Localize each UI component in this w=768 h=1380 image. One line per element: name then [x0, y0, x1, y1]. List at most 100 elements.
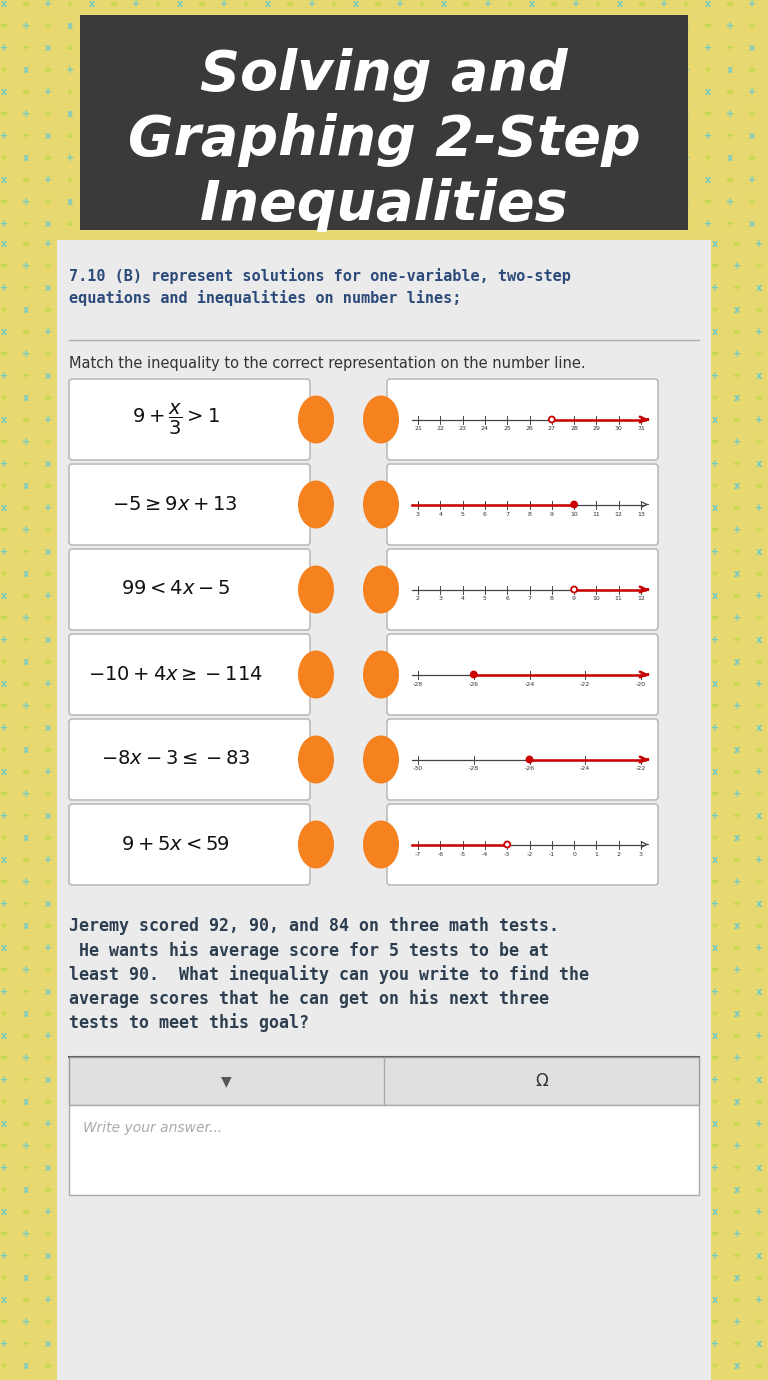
Text: ÷: ÷ [711, 745, 719, 755]
Text: +: + [726, 197, 734, 207]
Text: x: x [756, 635, 762, 644]
Text: -26: -26 [468, 682, 478, 686]
Text: +: + [682, 153, 690, 163]
Text: +: + [733, 1230, 741, 1239]
Text: =: = [44, 1009, 52, 1018]
Text: =: = [176, 197, 184, 207]
Text: +: + [110, 197, 118, 207]
Text: ÷: ÷ [22, 723, 30, 733]
Text: =: = [154, 219, 162, 229]
Text: x: x [45, 1252, 51, 1261]
Text: $-8x-3\leq-83$: $-8x-3\leq-83$ [101, 751, 250, 769]
FancyBboxPatch shape [387, 549, 658, 631]
Text: +: + [755, 327, 763, 337]
Text: 9: 9 [550, 512, 554, 516]
Text: +: + [733, 261, 741, 270]
Text: =: = [726, 175, 734, 185]
Text: ÷: ÷ [638, 219, 646, 229]
Text: +: + [0, 635, 8, 644]
Circle shape [505, 842, 510, 847]
Text: =: = [0, 701, 8, 711]
Text: x: x [45, 219, 51, 229]
Text: +: + [44, 591, 52, 602]
Text: x: x [756, 1163, 762, 1173]
Text: ÷: ÷ [711, 657, 719, 667]
Text: ÷: ÷ [44, 965, 52, 976]
Text: +: + [733, 437, 741, 447]
Text: =: = [0, 878, 8, 887]
Text: =: = [594, 43, 602, 52]
Text: x: x [67, 21, 73, 30]
Text: +: + [572, 0, 580, 10]
Text: x: x [507, 197, 513, 207]
Text: ÷: ÷ [550, 219, 558, 229]
Text: x: x [221, 131, 227, 141]
Ellipse shape [298, 396, 334, 443]
Text: +: + [528, 43, 536, 52]
Text: ÷: ÷ [22, 1075, 30, 1085]
Text: =: = [733, 502, 741, 513]
Text: ÷: ÷ [572, 197, 580, 207]
Text: =: = [550, 175, 558, 185]
Text: +: + [0, 987, 8, 996]
Text: ÷: ÷ [550, 43, 558, 52]
Text: x: x [734, 569, 740, 580]
Text: =: = [462, 0, 470, 10]
Text: x: x [309, 43, 315, 52]
Text: x: x [265, 87, 271, 97]
Text: ÷: ÷ [88, 65, 96, 75]
Text: +: + [66, 65, 74, 75]
Text: -28: -28 [468, 766, 478, 771]
Text: =: = [755, 393, 763, 403]
Text: =: = [711, 1053, 719, 1063]
Text: x: x [756, 1075, 762, 1085]
Text: x: x [712, 415, 718, 425]
Text: x: x [353, 87, 359, 97]
Text: =: = [44, 569, 52, 580]
Text: ÷: ÷ [242, 87, 250, 97]
Text: x: x [221, 43, 227, 52]
Text: ÷: ÷ [330, 87, 338, 97]
Text: +: + [528, 219, 536, 229]
Text: =: = [0, 1141, 8, 1151]
Text: ÷: ÷ [660, 109, 668, 119]
Text: =: = [66, 219, 74, 229]
Text: +: + [264, 131, 272, 141]
Text: +: + [22, 197, 30, 207]
Text: ÷: ÷ [0, 393, 8, 403]
Text: x: x [45, 283, 51, 293]
Text: ÷: ÷ [711, 834, 719, 843]
Text: x: x [734, 745, 740, 755]
Text: =: = [374, 175, 382, 185]
Text: +: + [704, 131, 712, 141]
Text: =: = [22, 87, 30, 97]
Text: 12: 12 [637, 596, 645, 602]
Text: -26: -26 [525, 766, 535, 771]
Text: x: x [727, 65, 733, 75]
Text: ÷: ÷ [0, 1009, 8, 1018]
Text: x: x [756, 1252, 762, 1261]
Text: x: x [683, 21, 689, 30]
Text: +: + [176, 131, 184, 141]
Ellipse shape [298, 736, 334, 784]
Text: =: = [711, 789, 719, 799]
Text: x: x [705, 87, 711, 97]
Text: ÷: ÷ [242, 175, 250, 185]
Text: ÷: ÷ [396, 109, 404, 119]
Text: +: + [755, 415, 763, 425]
Text: =: = [0, 21, 8, 30]
Text: ÷: ÷ [711, 920, 719, 932]
Text: ÷: ÷ [726, 43, 734, 52]
Text: =: = [682, 131, 690, 141]
Text: x: x [595, 21, 601, 30]
Text: =: = [396, 65, 404, 75]
Text: x: x [712, 1208, 718, 1217]
Text: x: x [23, 393, 29, 403]
Text: Match the inequality to the correct representation on the number line.: Match the inequality to the correct repr… [69, 356, 586, 371]
Circle shape [571, 586, 577, 592]
Text: =: = [755, 569, 763, 580]
Text: =: = [484, 65, 492, 75]
Text: =: = [755, 305, 763, 315]
Text: +: + [755, 767, 763, 777]
Text: =: = [711, 524, 719, 535]
